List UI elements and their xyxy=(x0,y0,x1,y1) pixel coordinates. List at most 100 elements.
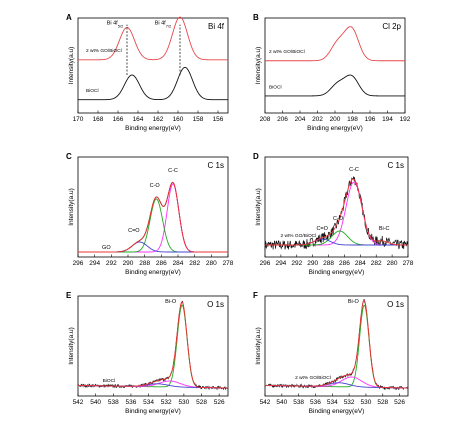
panel-title: C 1s xyxy=(388,161,404,170)
x-tick-label: 526 xyxy=(214,399,225,406)
series-c-c xyxy=(78,183,228,253)
panel-letter: A xyxy=(66,13,72,22)
x-axis-label: Binding energy(eV) xyxy=(125,125,181,132)
x-tick-label: 162 xyxy=(153,116,164,123)
x-tick-label: 282 xyxy=(371,260,382,267)
x-tick-label: 292 xyxy=(291,260,302,267)
x-tick-label: 534 xyxy=(143,399,154,406)
x-tick-label: 288 xyxy=(323,260,334,267)
x-tick-label: 198 xyxy=(347,116,358,123)
series-2-wt-go-biocl xyxy=(265,26,405,62)
annotation-c-c: C-C xyxy=(349,167,359,173)
x-tick-label: 170 xyxy=(73,116,84,123)
series-fit xyxy=(265,178,408,246)
panel-b: B Cl 2p 208 206 204 202 200 198 196 194 192 Binding… xyxy=(253,13,411,132)
annotation-bi-o: Bi-O xyxy=(348,299,360,305)
x-tick-label: 168 xyxy=(93,116,104,123)
x-tick-label: 206 xyxy=(277,116,288,123)
annotation-bi-c: Bi-C xyxy=(379,226,390,232)
series-fit xyxy=(78,181,228,253)
x-tick-label: 542 xyxy=(260,399,271,406)
series-label: BiOCl xyxy=(86,88,99,94)
series-biocl xyxy=(78,66,228,101)
annotation-bi-4f: Bi 4f7/2 xyxy=(155,21,172,29)
x-tick-label: 290 xyxy=(307,260,318,267)
annotation-bi-4f: Bi 4f5/2 xyxy=(107,21,124,29)
x-tick-label: 296 xyxy=(73,260,84,267)
x-tick-label: 278 xyxy=(223,260,234,267)
x-tick-label: 286 xyxy=(156,260,167,267)
x-tick-label: 290 xyxy=(123,260,134,267)
x-tick-label: 280 xyxy=(387,260,398,267)
plot-frame xyxy=(77,295,229,397)
plot-frame xyxy=(264,17,406,114)
series-bi-o xyxy=(264,304,409,389)
x-tick-label: 204 xyxy=(295,116,306,123)
x-tick-label: 538 xyxy=(293,399,304,406)
annotation-subscript: 7/2 xyxy=(166,23,172,28)
x-tick-label: 164 xyxy=(133,116,144,123)
panel-title: Bi 4f xyxy=(208,22,225,31)
panel-letter: B xyxy=(253,13,259,22)
series-label: BiOCl xyxy=(269,84,282,90)
series-2-wt-go-biocl xyxy=(264,298,409,391)
series-bi-o xyxy=(77,304,229,389)
x-tick-label: 294 xyxy=(275,260,286,267)
x-tick-label: 296 xyxy=(260,260,271,267)
series-label: 2 wt% GO/BiOCl xyxy=(86,48,122,54)
x-tick-label: 540 xyxy=(276,399,287,406)
x-tick-label: 286 xyxy=(339,260,350,267)
x-tick-label: 528 xyxy=(196,399,207,406)
panel-d: D C 1s 296 294 292 290 288 286 284 282 280 278 Bindi… xyxy=(253,152,414,276)
x-tick-label: 282 xyxy=(189,260,200,267)
series-go xyxy=(78,181,228,253)
panel-f: F O 1s 542 540 538 536 534 532 530 528 526 Binding … xyxy=(253,291,409,415)
x-tick-label: 542 xyxy=(73,399,84,406)
x-tick-label: 284 xyxy=(173,260,184,267)
x-tick-label: 536 xyxy=(126,399,137,406)
series-c-o xyxy=(78,198,228,253)
annotation-2-wt-go-biocl: 2 wt% GO/BiOCl xyxy=(281,233,317,239)
panel-title: O 1s xyxy=(387,300,404,309)
x-tick-label: 156 xyxy=(213,116,224,123)
series-biocl xyxy=(77,300,229,391)
panel-title: Cl 2p xyxy=(382,22,401,31)
annotation-2-wt-go-biocl: 2 wt% GO/BiOCl xyxy=(295,375,331,381)
series-biocl xyxy=(265,74,405,97)
x-tick-label: 196 xyxy=(365,116,376,123)
y-axis-label: Intensity(a.u) xyxy=(68,47,75,85)
x-tick-label: 288 xyxy=(139,260,150,267)
x-axis-label: Binding energy(eV) xyxy=(125,269,181,276)
y-axis-label: Intensity(a.u) xyxy=(255,47,262,85)
x-tick-label: 194 xyxy=(382,116,393,123)
panel-title: C 1s xyxy=(208,161,224,170)
x-tick-label: 532 xyxy=(161,399,172,406)
x-tick-label: 530 xyxy=(178,399,189,406)
x-tick-label: 534 xyxy=(327,399,338,406)
series-fit xyxy=(264,299,409,389)
x-axis-label: Binding energy(eV) xyxy=(307,125,363,132)
x-tick-label: 540 xyxy=(90,399,101,406)
plot-frame xyxy=(77,17,229,114)
plot-frame xyxy=(77,156,229,258)
x-tick-label: 208 xyxy=(260,116,271,123)
annotation-c-o: C=O xyxy=(128,228,140,234)
annotation-c-o: C-O xyxy=(150,183,161,189)
panel-letter: D xyxy=(253,152,259,161)
annotation-go: GO xyxy=(102,245,111,251)
x-tick-label: 528 xyxy=(377,399,388,406)
x-tick-label: 166 xyxy=(113,116,124,123)
annotation-biocl: BiOCl xyxy=(103,378,116,384)
x-tick-label: 278 xyxy=(403,260,414,267)
panel-e: E O 1s 542 540 538 536 534 532 530 528 526 Binding … xyxy=(66,291,229,415)
panel-letter: C xyxy=(66,152,72,161)
x-tick-label: 202 xyxy=(312,116,323,123)
series-label: 2 wt% GO/BiOCl xyxy=(269,49,305,55)
x-axis-label: Binding energy(eV) xyxy=(309,269,365,276)
y-axis-label: Intensity(a.u) xyxy=(255,188,262,226)
panel-c: C C 1s 296 294 292 290 288 286 284 282 280 278 Bindi… xyxy=(66,152,234,276)
x-tick-label: 538 xyxy=(108,399,119,406)
y-axis-label: Intensity(a.u) xyxy=(255,327,262,365)
panel-title: O 1s xyxy=(207,300,224,309)
